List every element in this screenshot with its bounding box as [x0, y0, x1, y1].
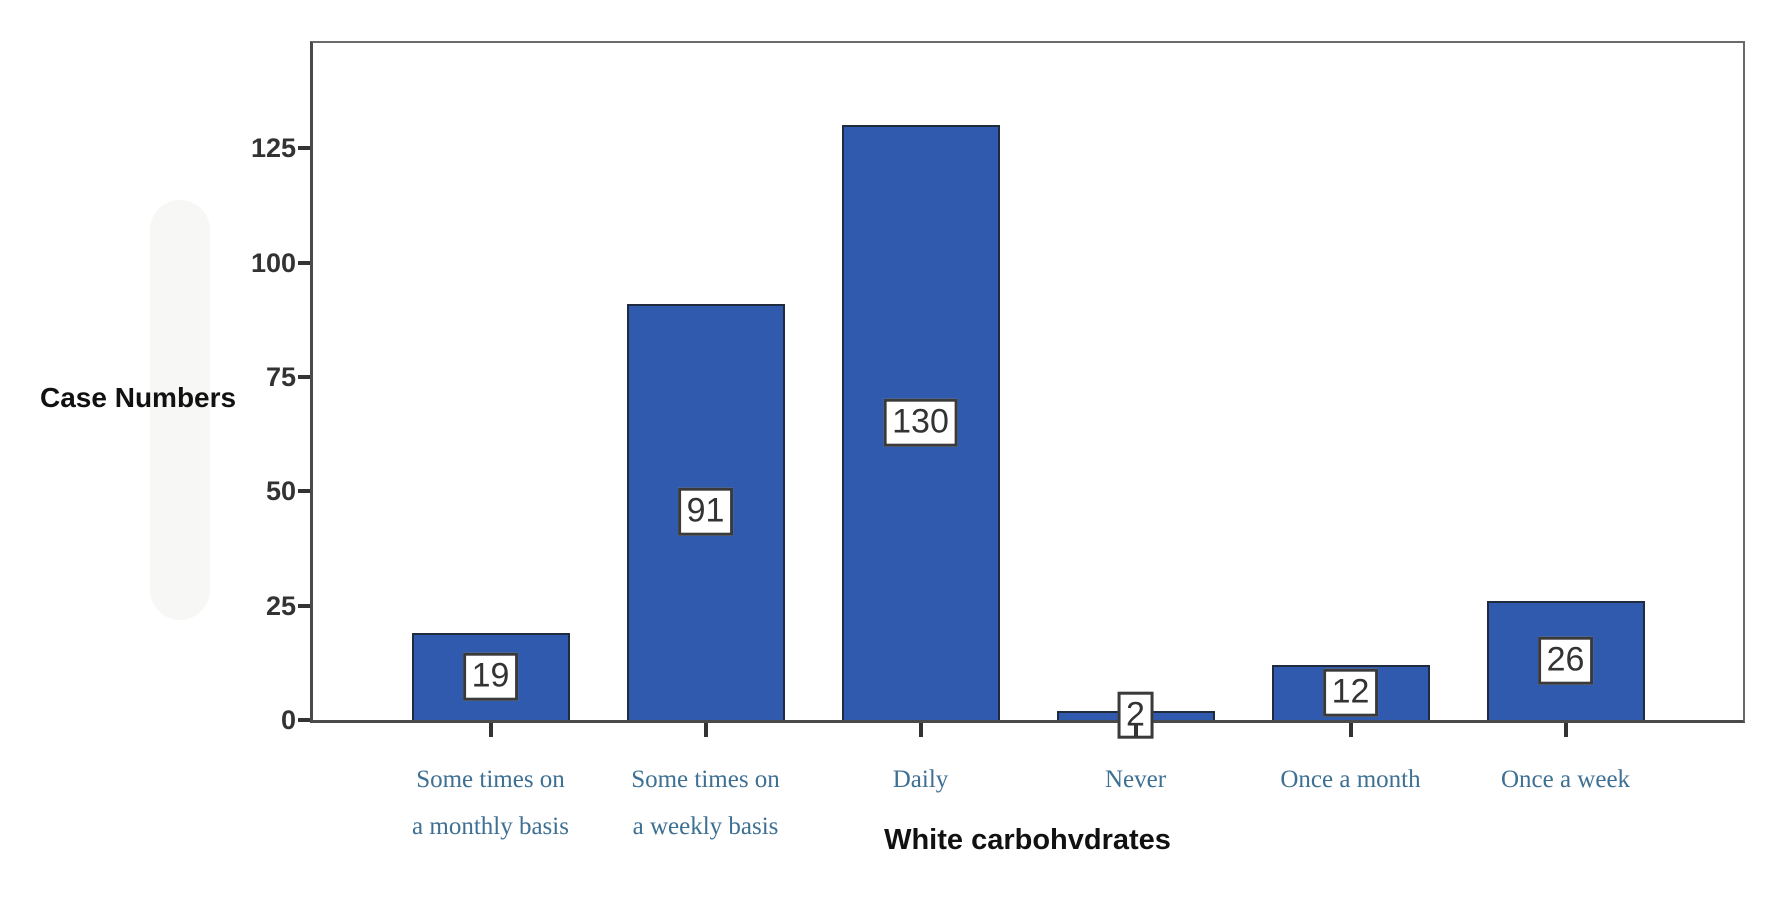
x-tick-mark — [1563, 723, 1568, 737]
y-tick-mark — [298, 260, 310, 265]
bar-value-label: 91 — [677, 488, 734, 536]
category-label: Some times on a weekly basis — [631, 766, 780, 840]
y-tick-label: 0 — [280, 705, 296, 735]
plot-area: 19 91 130 2 12 26 — [310, 41, 1745, 740]
category-label: Never — [1104, 766, 1167, 793]
y-axis-ticks: 0 25 50 75 100 125 — [0, 41, 310, 735]
category-label: Once a week — [1500, 766, 1631, 793]
x-axis-ticks — [0, 720, 1791, 740]
category-label: Some times on a monthly basis — [412, 766, 569, 840]
scan-artifact — [150, 200, 210, 620]
bar-value-label: 12 — [1322, 668, 1379, 717]
y-tick-mark — [298, 603, 310, 608]
y-tick-label: 125 — [250, 133, 296, 164]
x-tick-mark — [1348, 723, 1353, 737]
y-tick-label: 100 — [250, 247, 296, 278]
y-tick-mark — [298, 489, 310, 494]
y-tick-label: 25 — [265, 590, 296, 621]
bar-value-label: 26 — [1537, 636, 1594, 685]
x-tick-mark — [703, 723, 708, 737]
y-tick-mark — [298, 146, 310, 151]
x-tick-mark — [488, 723, 493, 737]
category-label: Once a month — [1280, 766, 1421, 793]
bar-value-label: 130 — [883, 398, 958, 447]
category-labels: Some times on a monthly basis Some times … — [0, 756, 1791, 866]
x-tick-mark — [1133, 723, 1138, 737]
y-tick-mark — [298, 374, 310, 379]
x-tick-mark — [918, 723, 923, 737]
category-label: Daily — [892, 766, 949, 793]
y-axis-title: Case Numbers — [40, 382, 237, 413]
y-tick-label: 50 — [265, 476, 296, 507]
y-tick-mark — [298, 718, 310, 722]
y-tick-label: 75 — [265, 361, 296, 392]
x-axis-title: White carbohvdrates — [884, 824, 1171, 856]
bar-value-label: 19 — [462, 652, 519, 701]
